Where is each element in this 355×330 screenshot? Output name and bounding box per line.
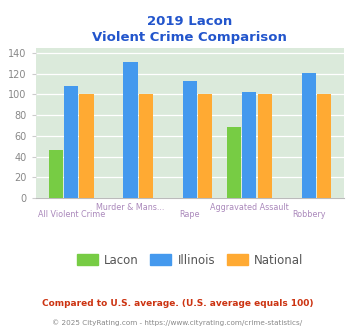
Bar [64,86,78,198]
Bar [49,150,63,198]
Title: 2019 Lacon
Violent Crime Comparison: 2019 Lacon Violent Crime Comparison [93,15,287,44]
Bar [124,62,138,198]
Bar [80,94,94,198]
Text: Rape: Rape [180,211,200,219]
Bar [317,94,331,198]
Bar [302,73,316,198]
Text: Murder & Mans...: Murder & Mans... [96,203,165,212]
Bar [198,94,213,198]
Bar [139,94,153,198]
Text: Aggravated Assault: Aggravated Assault [210,203,289,212]
Legend: Lacon, Illinois, National: Lacon, Illinois, National [72,249,308,271]
Bar [258,94,272,198]
Bar [227,126,241,198]
Text: Compared to U.S. average. (U.S. average equals 100): Compared to U.S. average. (U.S. average … [42,299,313,308]
Text: Robbery: Robbery [292,211,326,219]
Text: © 2025 CityRating.com - https://www.cityrating.com/crime-statistics/: © 2025 CityRating.com - https://www.city… [53,319,302,326]
Text: All Violent Crime: All Violent Crime [38,211,105,219]
Bar [183,81,197,198]
Bar [242,92,256,198]
